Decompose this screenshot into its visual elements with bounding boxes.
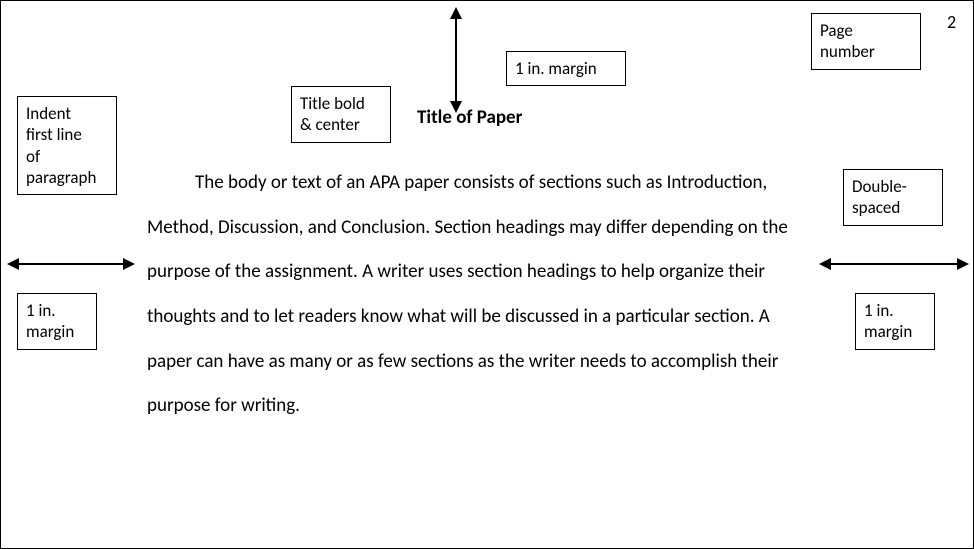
label-indent-first-line: Indentfirst lineofparagraph: [17, 96, 117, 195]
label-page-number: Pagenumber: [811, 13, 921, 70]
arrow-left-margin: [7, 255, 135, 273]
label-right-margin: 1 in.margin: [855, 293, 935, 350]
diagram-canvas: 2 Pagenumber 1 in. margin Title bold& ce…: [0, 0, 974, 549]
label-top-margin: 1 in. margin: [506, 51, 626, 86]
arrow-top-margin: [447, 7, 465, 113]
body-text-content: The body or text of an APA paper consist…: [147, 171, 788, 417]
page-number: 2: [947, 11, 956, 33]
paper-body-text: The body or text of an APA paper consist…: [147, 161, 807, 429]
label-double-spaced: Double-spaced: [843, 169, 943, 226]
label-left-margin: 1 in.margin: [17, 293, 97, 350]
arrow-right-margin: [819, 255, 969, 273]
paper-title: Title of Paper: [417, 106, 522, 129]
label-title-bold-center: Title bold& center: [291, 86, 391, 143]
